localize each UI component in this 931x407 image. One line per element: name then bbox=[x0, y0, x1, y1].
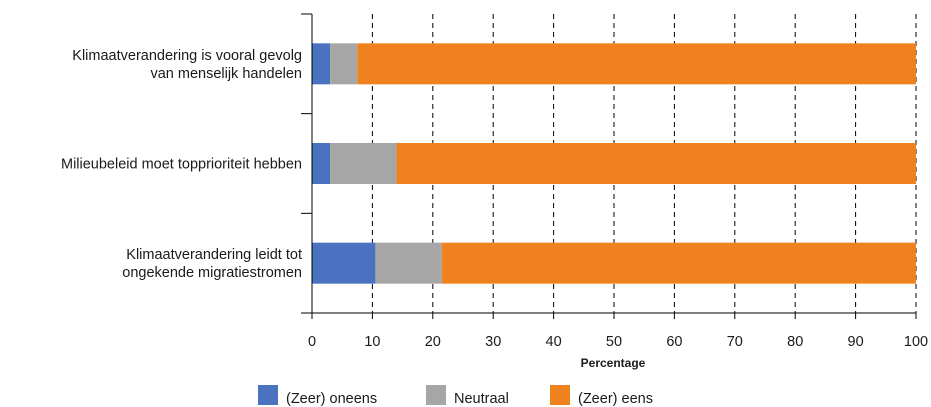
category-label: Milieubeleid moet topprioriteit hebben bbox=[61, 157, 302, 173]
legend-label: Neutraal bbox=[454, 391, 509, 407]
bar-segment bbox=[375, 242, 442, 284]
bar-segment bbox=[330, 143, 397, 184]
category-label: Klimaatverandering is vooral gevolg van m… bbox=[72, 48, 302, 82]
x-tick-label: 30 bbox=[485, 334, 501, 350]
bar-segment bbox=[441, 242, 916, 284]
category-label: Klimaatverandering leidt tot ongekende mi… bbox=[122, 247, 302, 281]
x-tick-label: 80 bbox=[787, 334, 803, 350]
x-tick-label: 0 bbox=[308, 334, 316, 350]
bar-segment bbox=[330, 43, 358, 85]
x-tick-label: 70 bbox=[727, 334, 743, 350]
legend: (Zeer) oneens Neutraal (Zeer) eens bbox=[258, 385, 653, 407]
legend-swatch bbox=[258, 385, 278, 405]
x-tick-label: 60 bbox=[666, 334, 682, 350]
x-tick-labels: 0 10 20 30 40 50 60 70 80 90 100 bbox=[308, 334, 928, 350]
x-tick-label: 10 bbox=[364, 334, 380, 350]
bar-segment bbox=[312, 143, 331, 184]
legend-swatch bbox=[426, 385, 446, 405]
legend-label: (Zeer) eens bbox=[578, 391, 653, 407]
bar-segment bbox=[357, 43, 916, 85]
bar-segment bbox=[312, 43, 331, 85]
bar-segment bbox=[396, 143, 916, 184]
x-tick-label: 40 bbox=[546, 334, 562, 350]
legend-label: (Zeer) oneens bbox=[286, 391, 377, 407]
x-tick-label: 100 bbox=[904, 334, 928, 350]
x-tick-label: 90 bbox=[848, 334, 864, 350]
bar-segment bbox=[312, 242, 376, 284]
axes bbox=[301, 13, 917, 319]
x-tick-label: 50 bbox=[606, 334, 622, 350]
bars bbox=[312, 43, 916, 284]
x-axis-title: Percentage bbox=[581, 356, 646, 370]
x-tick-label: 20 bbox=[425, 334, 441, 350]
legend-swatch bbox=[550, 385, 570, 405]
category-labels: Klimaatverandering is vooral gevolg van m… bbox=[61, 48, 302, 281]
